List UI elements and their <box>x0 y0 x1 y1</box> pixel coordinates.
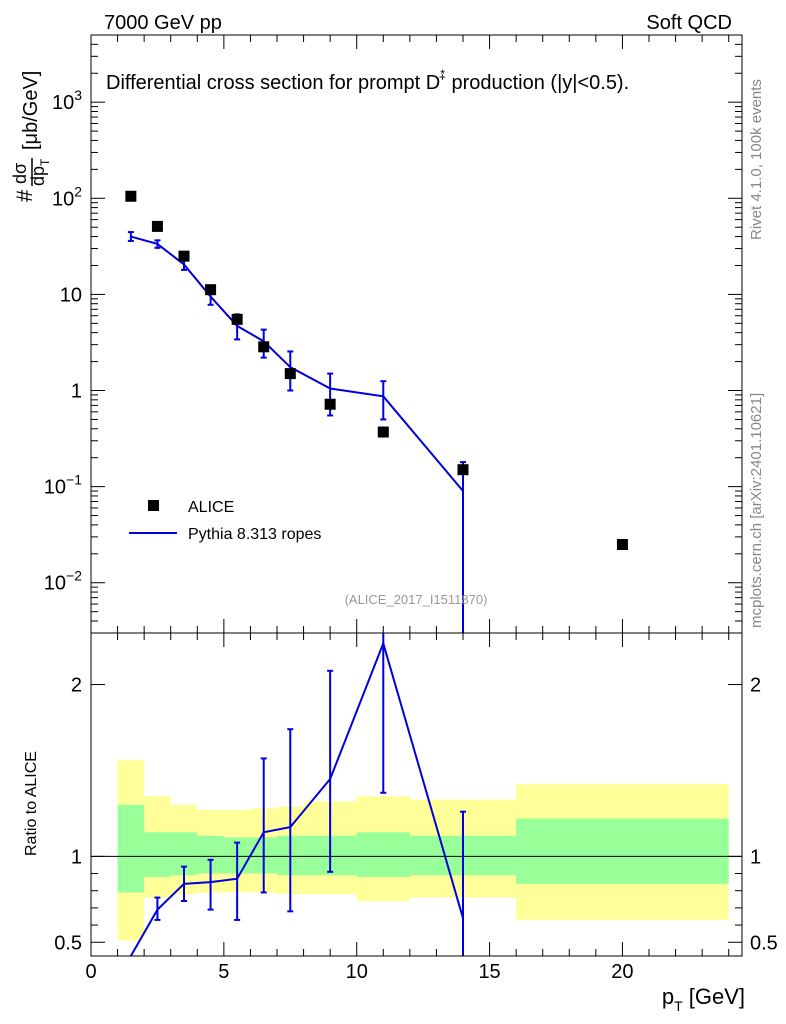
ratio-stat-band <box>356 832 410 877</box>
header-right-label: Soft QCD <box>646 12 732 34</box>
ratio-y-tick-label: 0.5 <box>750 932 778 954</box>
plot-title: Differential cross section for prompt D*… <box>106 67 629 94</box>
legend: ALICE Pythia 8.313 ropes <box>129 499 321 543</box>
ratio-y-tick-label: 0.5 <box>54 932 82 954</box>
mcplots-label: mcplots.cern.ch [arXiv:2401.10621] <box>748 393 765 628</box>
x-axis-label: pT [GeV] <box>662 984 745 1014</box>
data-point <box>178 250 190 262</box>
mc-line <box>130 235 464 492</box>
analysis-id-label: (ALICE_2017_I1511870) <box>345 592 488 607</box>
rivet-version-label: Rivet 4.1.0, 100k events <box>748 79 765 240</box>
main-axes: 10−2 10−1 1 10 102 103 <box>44 34 742 956</box>
ratio-y-tick-label: 1 <box>71 846 82 868</box>
x-tick-label: 0 <box>85 961 96 983</box>
main-y-axis-label: # dσ dpT [μb/GeV] <box>10 71 52 202</box>
header-left-label: 7000 GeV pp <box>104 12 222 34</box>
data-point <box>151 220 163 232</box>
y-tick-label: 10−2 <box>44 568 82 595</box>
data-point <box>258 341 270 353</box>
x-tick-label: 20 <box>611 961 633 983</box>
main-plot-frame <box>90 34 743 634</box>
legend-data-label: ALICE <box>188 499 234 516</box>
data-point <box>125 190 137 202</box>
ratio-axes: 0 5 10 15 20 0.5 0.5 1 1 2 2 <box>54 675 778 983</box>
data-point <box>616 538 628 550</box>
mc-series-ratio <box>129 633 466 957</box>
x-tick-label: 5 <box>218 961 229 983</box>
ratio-uncertainty-bands <box>91 760 742 941</box>
ratio-mc-line <box>129 640 464 957</box>
legend-data-marker <box>148 500 159 511</box>
data-point <box>457 464 469 476</box>
data-point <box>284 368 296 380</box>
svg-text:#: # <box>12 189 37 202</box>
x-tick-label: 10 <box>346 961 368 983</box>
mc-series-main <box>127 231 466 633</box>
legend-mc-label: Pythia 8.313 ropes <box>188 526 321 543</box>
ratio-stat-band <box>516 818 729 884</box>
x-tick-label: 15 <box>478 961 500 983</box>
ratio-y-tick-label: 1 <box>750 846 761 868</box>
data-point <box>377 426 389 438</box>
y-tick-label: 1 <box>71 381 82 403</box>
ratio-y-axis-label: Ratio to ALICE <box>23 751 40 856</box>
svg-text:[μb/GeV]: [μb/GeV] <box>20 71 42 150</box>
ratio-stat-band <box>144 832 171 877</box>
ratio-stat-band <box>117 804 145 893</box>
y-tick-label: 10 <box>60 284 82 306</box>
svg-text:dσ: dσ <box>10 163 30 184</box>
y-tick-label: 102 <box>52 183 82 210</box>
y-tick-label: 10−1 <box>44 472 82 499</box>
ratio-y-tick-label: 2 <box>750 675 761 697</box>
data-series-main <box>125 190 628 550</box>
data-point <box>231 313 243 325</box>
data-point <box>205 284 217 296</box>
data-point <box>324 398 336 410</box>
y-tick-label: 103 <box>52 87 82 114</box>
ratio-plot-frame <box>90 632 743 957</box>
ratio-y-tick-label: 2 <box>71 675 82 697</box>
